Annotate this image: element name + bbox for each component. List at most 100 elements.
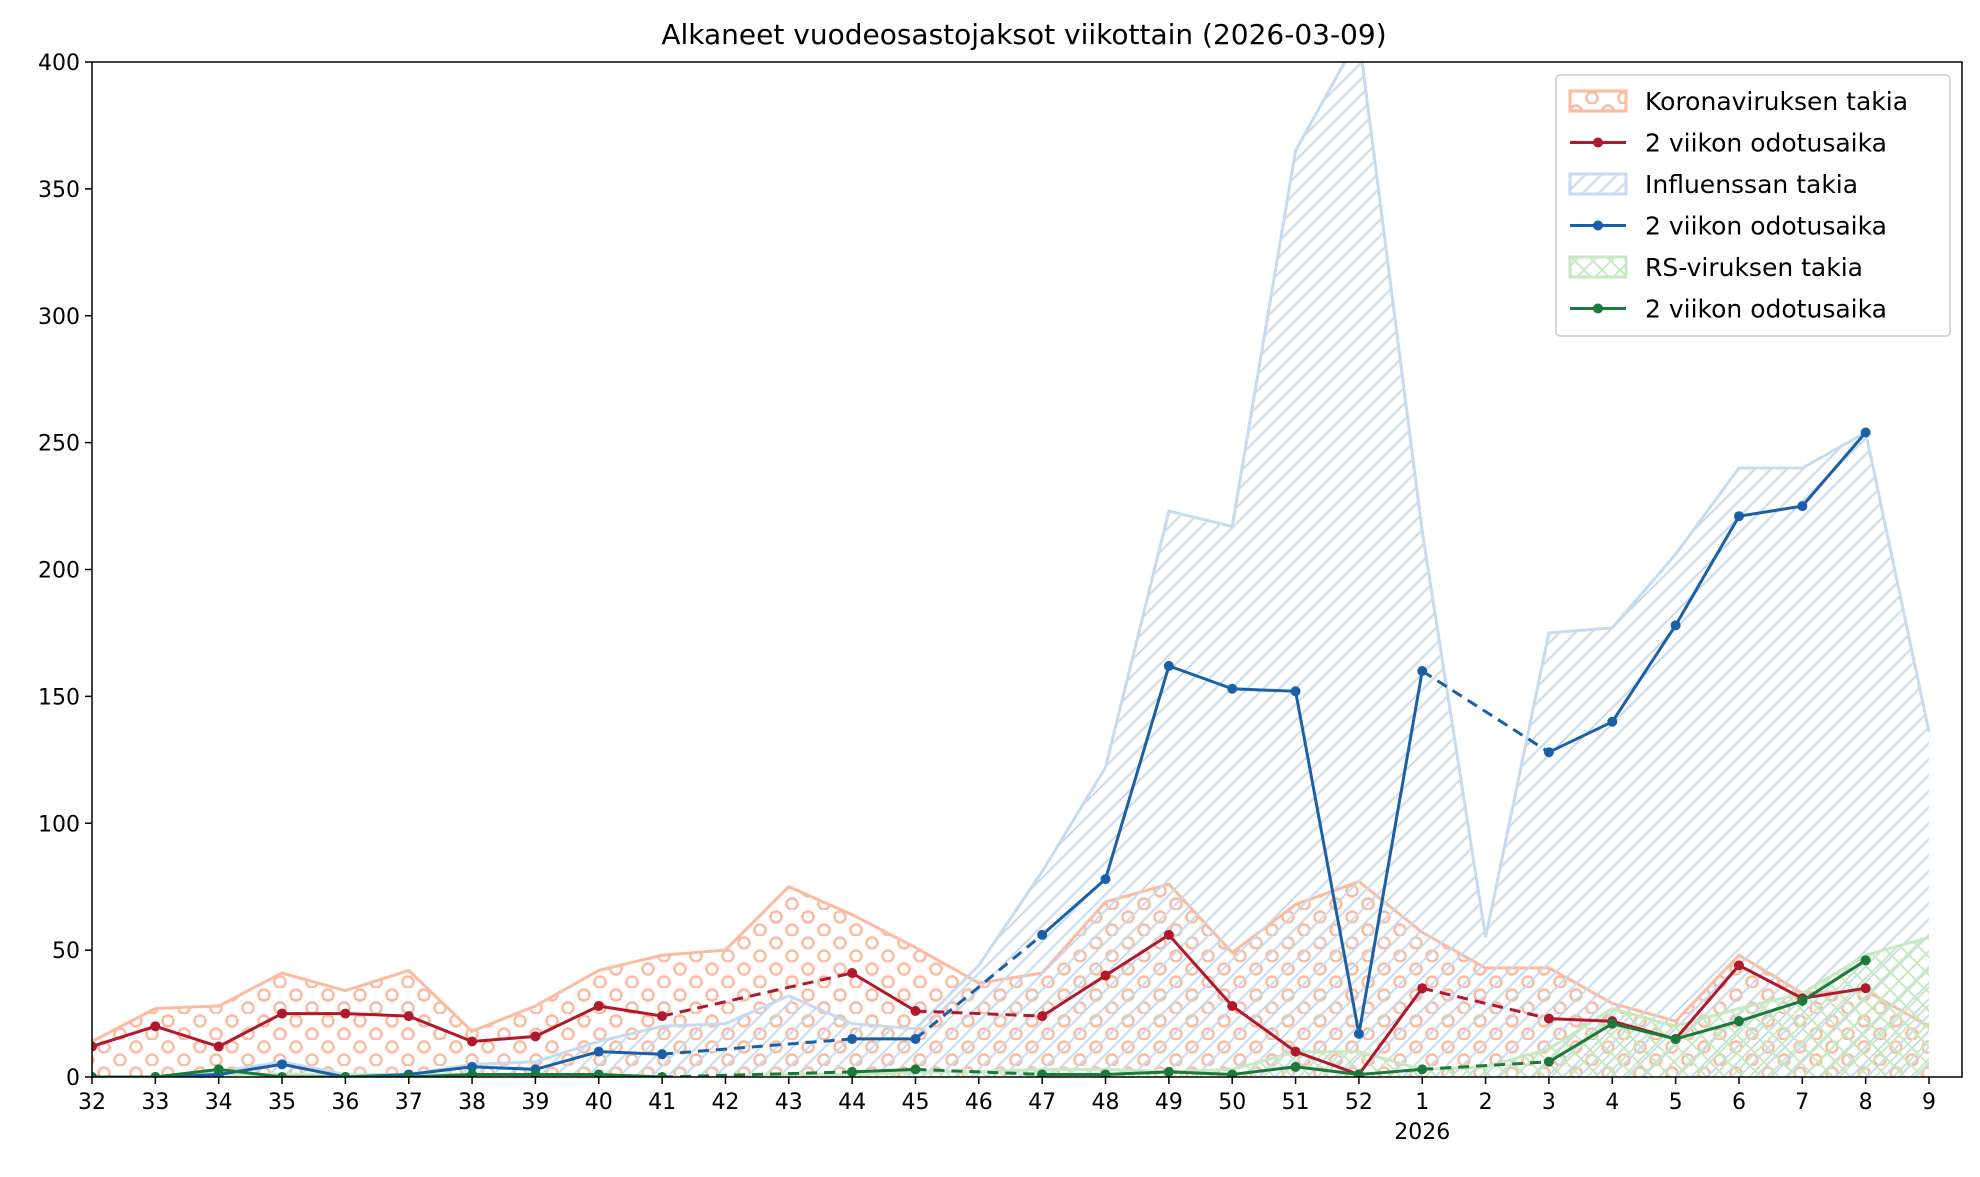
series-dashed-segment-3-1 xyxy=(914,933,1044,1041)
series-dashed-segment-5-2 xyxy=(1422,1060,1550,1071)
x-tick-label-8: 40 xyxy=(585,1090,613,1115)
series-point-5-2 xyxy=(213,1064,224,1075)
series-point-5-21 xyxy=(1417,1064,1428,1075)
x-tick-label-9: 41 xyxy=(648,1090,676,1115)
series-point-3-17 xyxy=(1163,660,1174,671)
series-point-5-5 xyxy=(403,1072,414,1077)
chart-title: Alkaneet vuodeosastojaksot viikottain (2… xyxy=(661,18,1386,51)
y-tick-label-0: 0 xyxy=(66,1066,80,1091)
series-point-3-28 xyxy=(1860,427,1871,438)
series-point-3-25 xyxy=(1670,620,1681,631)
legend-box xyxy=(1555,74,1951,337)
series-point-1-2 xyxy=(213,1041,224,1052)
legend-marker-5 xyxy=(1593,303,1603,314)
y-tick-label-5: 250 xyxy=(38,432,80,457)
x-tick-label-10: 42 xyxy=(711,1090,739,1115)
series-point-5-12 xyxy=(847,1066,858,1077)
x-tick-label-14: 46 xyxy=(965,1090,993,1115)
x-tick-label-26: 6 xyxy=(1732,1090,1746,1115)
series-dashed-segment-3-2 xyxy=(1421,669,1550,754)
series-dashed-segment-5-0 xyxy=(662,1070,853,1077)
legend-marker-3 xyxy=(1593,220,1603,231)
series-dashed-segment-1-0 xyxy=(661,971,853,1018)
x-tick-label-19: 51 xyxy=(1282,1090,1310,1115)
series-point-5-9 xyxy=(657,1072,668,1077)
series-point-1-26 xyxy=(1733,960,1744,971)
x-tick-label-6: 38 xyxy=(458,1090,486,1115)
x-tick-label-0: 32 xyxy=(78,1090,106,1115)
series-point-3-18 xyxy=(1227,683,1238,694)
series-point-1-7 xyxy=(530,1031,541,1042)
plot-area xyxy=(92,62,1931,1077)
series-point-5-19 xyxy=(1290,1061,1301,1072)
series-point-5-0 xyxy=(92,1072,97,1077)
series-point-1-0 xyxy=(92,1041,97,1052)
x-tick-label-29: 9 xyxy=(1922,1090,1936,1115)
y-tick-label-2: 100 xyxy=(38,812,80,837)
series-point-3-27 xyxy=(1797,501,1808,512)
series-point-1-8 xyxy=(593,1000,604,1011)
series-point-5-7 xyxy=(530,1069,541,1077)
x-tick-label-11: 43 xyxy=(775,1090,803,1115)
legend-swatch-0 xyxy=(1568,89,1628,113)
series-point-1-16 xyxy=(1100,970,1111,981)
series-point-3-9 xyxy=(657,1049,668,1060)
x-tick-label-24: 4 xyxy=(1605,1090,1619,1115)
series-point-1-13 xyxy=(910,1006,921,1017)
series-point-5-4 xyxy=(340,1072,351,1077)
x-tick-label-2: 34 xyxy=(205,1090,233,1115)
x-tick-label-23: 3 xyxy=(1542,1090,1556,1115)
x-tick-label-17: 49 xyxy=(1155,1090,1183,1115)
series-point-5-20 xyxy=(1353,1069,1364,1077)
legend-label-0: Koronaviruksen takia xyxy=(1645,87,1908,116)
series-point-1-1 xyxy=(150,1021,161,1032)
series-point-5-13 xyxy=(910,1064,921,1075)
x-tick-label-7: 39 xyxy=(521,1090,549,1115)
x-year-label: 2026 xyxy=(1394,1120,1450,1145)
series-line-5 xyxy=(92,959,1867,1077)
y-tick-label-4: 200 xyxy=(38,559,80,584)
legend-label-4: RS-viruksen takia xyxy=(1645,253,1863,282)
series-point-1-4 xyxy=(340,1008,351,1019)
series-point-1-6 xyxy=(467,1036,478,1047)
x-tick-label-27: 7 xyxy=(1795,1090,1809,1115)
series-point-5-16 xyxy=(1100,1069,1111,1077)
legend-marker-1 xyxy=(1593,137,1603,148)
x-tick-label-4: 36 xyxy=(331,1090,359,1115)
series-point-5-3 xyxy=(277,1072,288,1077)
legend-label-3: 2 viikon odotusaika xyxy=(1645,212,1887,241)
legend-swatch-4 xyxy=(1568,255,1628,279)
x-tick-label-15: 47 xyxy=(1028,1090,1056,1115)
x-tick-label-22: 2 xyxy=(1479,1090,1493,1115)
series-point-5-25 xyxy=(1670,1033,1681,1044)
series-point-3-19 xyxy=(1290,686,1301,697)
series-point-5-24 xyxy=(1607,1018,1618,1029)
series-line-1 xyxy=(92,932,1866,1077)
series-point-1-21 xyxy=(1417,983,1428,994)
series-point-5-8 xyxy=(593,1069,604,1077)
series-point-3-20 xyxy=(1353,1028,1364,1039)
series-dashed-segment-1-2 xyxy=(1421,986,1550,1021)
legend: Koronaviruksen takia 2 viikon odotusaika I… xyxy=(1555,74,1951,337)
x-tick-label-3: 35 xyxy=(268,1090,296,1115)
series-point-1-28 xyxy=(1860,983,1871,994)
series-point-3-13 xyxy=(910,1033,921,1044)
series-point-5-17 xyxy=(1163,1066,1174,1077)
series-point-1-12 xyxy=(847,967,858,978)
series-point-5-6 xyxy=(467,1069,478,1077)
legend-label-5: 2 viikon odotusaika xyxy=(1645,295,1887,324)
series-dashed-segment-5-1 xyxy=(915,1067,1043,1076)
series-point-3-3 xyxy=(277,1059,288,1070)
x-tick-label-13: 45 xyxy=(901,1090,929,1115)
y-tick-label-8: 400 xyxy=(38,51,80,76)
y-tick-label-3: 150 xyxy=(38,685,80,710)
x-tick-label-1: 33 xyxy=(141,1090,169,1115)
legend-swatch-2 xyxy=(1568,172,1628,196)
y-tick-label-6: 300 xyxy=(38,305,80,330)
area-fill-2 xyxy=(92,62,1929,1077)
series-point-3-15 xyxy=(1037,929,1048,940)
x-tick-label-28: 8 xyxy=(1859,1090,1873,1115)
series-point-1-17 xyxy=(1163,929,1174,940)
series-dashed-segment-3-0 xyxy=(661,1037,853,1056)
